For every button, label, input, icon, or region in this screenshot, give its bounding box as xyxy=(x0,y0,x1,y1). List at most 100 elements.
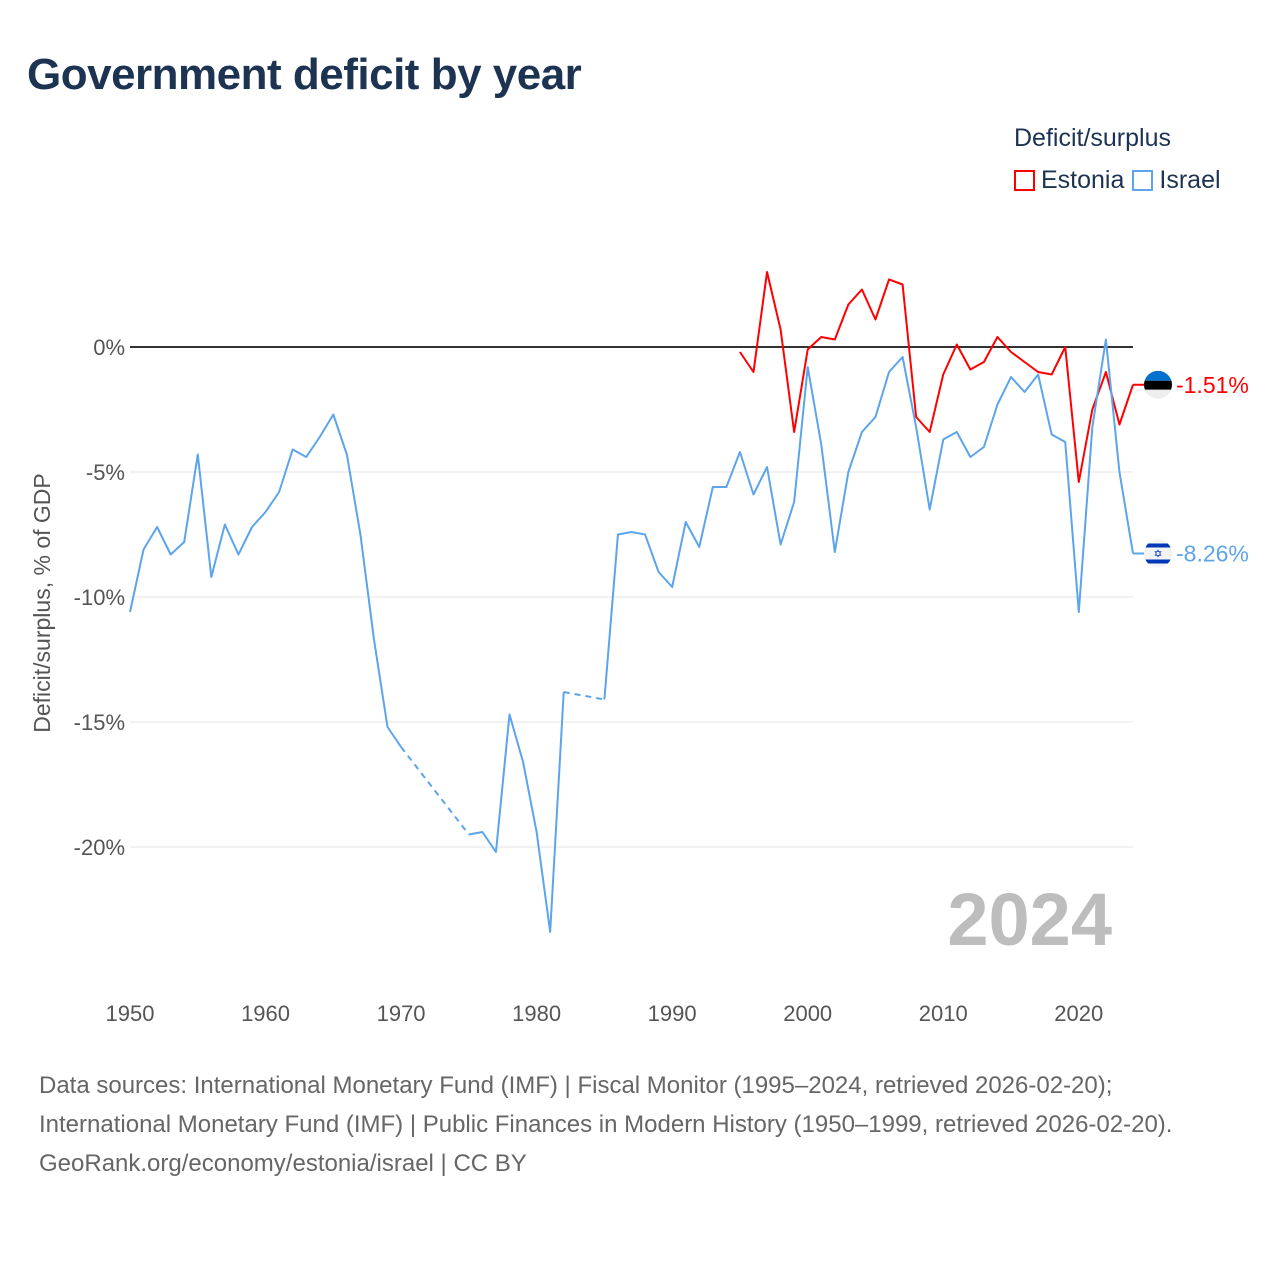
data-point xyxy=(155,525,159,529)
data-point xyxy=(196,453,200,457)
data-point xyxy=(846,470,850,474)
data-point xyxy=(521,760,525,764)
data-point xyxy=(1104,370,1108,374)
data-point xyxy=(887,370,891,374)
data-point xyxy=(1117,470,1121,474)
data-point xyxy=(386,725,390,729)
data-point xyxy=(955,343,959,347)
data-point xyxy=(1063,440,1067,444)
svg-text:✡: ✡ xyxy=(1153,549,1162,561)
data-point xyxy=(250,525,254,529)
data-point xyxy=(819,443,823,447)
legend-label-estonia: Estonia xyxy=(1041,166,1125,194)
data-point xyxy=(508,713,512,717)
data-point xyxy=(684,520,688,524)
data-point xyxy=(345,453,349,457)
data-point xyxy=(955,430,959,434)
x-tick-label: 2010 xyxy=(919,1001,968,1026)
data-point xyxy=(1050,373,1054,377)
data-point xyxy=(1023,390,1027,394)
data-point xyxy=(318,435,322,439)
data-point xyxy=(1009,350,1013,354)
data-point xyxy=(982,445,986,449)
data-point xyxy=(602,698,606,702)
data-point xyxy=(264,510,268,514)
series-line-israel xyxy=(129,413,402,748)
legend-item-israel[interactable]: Israel xyxy=(1132,166,1221,195)
data-point xyxy=(236,553,240,557)
data-point xyxy=(670,585,674,589)
data-point xyxy=(480,830,484,834)
data-point xyxy=(846,303,850,307)
x-tick-label: 2020 xyxy=(1054,1001,1103,1026)
legend-item-estonia[interactable]: Estonia xyxy=(1014,166,1124,195)
data-point xyxy=(142,548,146,552)
gap-connector xyxy=(563,691,605,701)
data-point xyxy=(1077,610,1081,614)
data-point xyxy=(399,745,403,749)
data-sources: Data sources: International Monetary Fun… xyxy=(39,1072,1173,1138)
series-israel[interactable] xyxy=(128,338,1135,935)
data-point xyxy=(928,430,932,434)
y-axis-label: Deficit/surplus, % of GDP xyxy=(29,473,55,732)
data-point xyxy=(1009,375,1013,379)
x-tick-label: 1950 xyxy=(106,1001,155,1026)
data-point xyxy=(995,403,999,407)
data-point xyxy=(860,430,864,434)
data-point xyxy=(779,328,783,332)
data-point xyxy=(657,570,661,574)
data-point xyxy=(995,335,999,339)
data-point xyxy=(914,425,918,429)
data-point xyxy=(223,523,227,527)
series-estonia[interactable] xyxy=(738,270,1135,484)
gap-connector xyxy=(400,746,470,836)
data-point xyxy=(643,533,647,537)
y-tick-label: -5% xyxy=(86,460,125,485)
data-point xyxy=(928,508,932,512)
data-point xyxy=(358,533,362,537)
data-point xyxy=(277,490,281,494)
data-point xyxy=(1117,423,1121,427)
legend-title: Deficit/surplus xyxy=(1014,124,1171,152)
data-point xyxy=(751,493,755,497)
data-point xyxy=(968,455,972,459)
y-tick-label: -10% xyxy=(74,585,125,610)
x-tick-label: 1990 xyxy=(648,1001,697,1026)
data-point xyxy=(833,338,837,342)
data-point xyxy=(751,370,755,374)
estonia-flag-icon xyxy=(1144,370,1172,399)
year-watermark: 2024 xyxy=(947,878,1112,961)
data-point xyxy=(711,485,715,489)
data-point xyxy=(630,530,634,534)
y-tick-label: -20% xyxy=(74,835,125,860)
data-point xyxy=(873,415,877,419)
data-point xyxy=(792,500,796,504)
data-point xyxy=(833,550,837,554)
data-point xyxy=(304,455,308,459)
data-point xyxy=(765,465,769,469)
data-point xyxy=(968,368,972,372)
data-point xyxy=(548,930,552,934)
data-point xyxy=(779,543,783,547)
data-point xyxy=(1077,480,1081,484)
data-point xyxy=(1036,373,1040,377)
data-point xyxy=(169,553,173,557)
x-tick-label: 2000 xyxy=(783,1001,832,1026)
legend-label-israel: Israel xyxy=(1159,166,1221,194)
series-line-israel xyxy=(603,338,1134,700)
credit-link[interactable]: GeoRank.org/economy/estonia/israel | CC … xyxy=(39,1150,527,1177)
y-tick-label: -15% xyxy=(74,710,125,735)
footer: Data sources: International Monetary Fun… xyxy=(39,1066,1239,1183)
data-point xyxy=(209,575,213,579)
data-point xyxy=(860,288,864,292)
chart-title: Government deficit by year xyxy=(27,50,582,99)
data-point xyxy=(291,448,295,452)
legend-swatch-israel xyxy=(1132,170,1154,191)
data-point xyxy=(331,413,335,417)
data-point xyxy=(887,278,891,282)
data-point xyxy=(982,360,986,364)
data-point xyxy=(873,318,877,322)
data-point xyxy=(1104,338,1108,342)
data-point xyxy=(806,365,810,369)
israel-flag-icon: ✡ xyxy=(1144,539,1172,568)
